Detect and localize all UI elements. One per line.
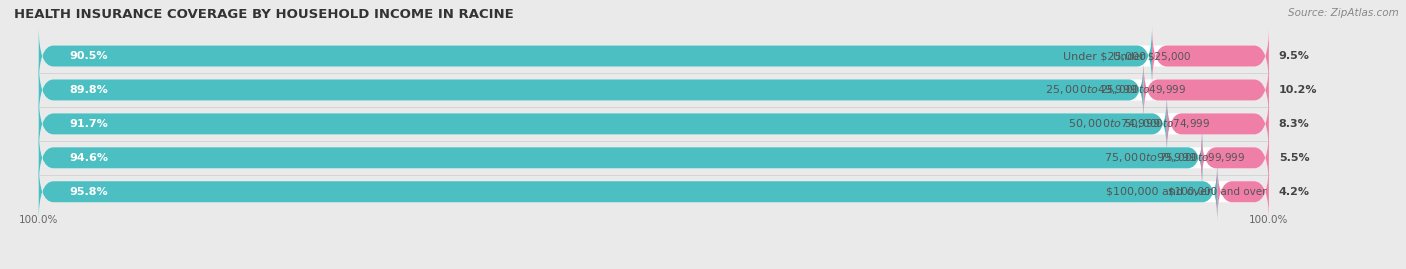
Text: $100,000 and over: $100,000 and over [1168,187,1267,197]
Text: 9.5%: 9.5% [1279,51,1309,61]
Text: $100,000 and over: $100,000 and over [1105,187,1211,197]
FancyBboxPatch shape [1167,94,1268,154]
Text: HEALTH INSURANCE COVERAGE BY HOUSEHOLD INCOME IN RACINE: HEALTH INSURANCE COVERAGE BY HOUSEHOLD I… [14,8,513,21]
Text: Source: ZipAtlas.com: Source: ZipAtlas.com [1288,8,1399,18]
FancyBboxPatch shape [39,26,1152,86]
FancyBboxPatch shape [1201,128,1268,188]
FancyBboxPatch shape [39,128,1268,188]
Text: $25,000 to $49,999: $25,000 to $49,999 [1101,83,1187,97]
Text: 8.3%: 8.3% [1279,119,1309,129]
FancyBboxPatch shape [1143,60,1268,120]
Text: Under $25,000: Under $25,000 [1114,51,1191,61]
Text: 4.2%: 4.2% [1279,187,1310,197]
FancyBboxPatch shape [39,60,1143,120]
FancyBboxPatch shape [39,94,1268,154]
Text: 95.8%: 95.8% [69,187,108,197]
FancyBboxPatch shape [39,26,1268,86]
Text: 89.8%: 89.8% [69,85,108,95]
FancyBboxPatch shape [39,162,1268,222]
FancyBboxPatch shape [39,94,1167,154]
FancyBboxPatch shape [39,162,1218,222]
FancyBboxPatch shape [39,128,1202,188]
Text: $50,000 to $74,999: $50,000 to $74,999 [1069,117,1161,130]
FancyBboxPatch shape [1218,162,1268,222]
Text: 5.5%: 5.5% [1279,153,1309,163]
Text: 94.6%: 94.6% [69,153,108,163]
Text: 10.2%: 10.2% [1279,85,1317,95]
Text: $25,000 to $49,999: $25,000 to $49,999 [1045,83,1137,97]
Text: Under $25,000: Under $25,000 [1063,51,1146,61]
Text: 90.5%: 90.5% [69,51,108,61]
Text: $75,000 to $99,999: $75,000 to $99,999 [1104,151,1197,164]
Text: 91.7%: 91.7% [69,119,108,129]
Text: $75,000 to $99,999: $75,000 to $99,999 [1159,151,1246,164]
Text: $50,000 to $74,999: $50,000 to $74,999 [1123,117,1211,130]
FancyBboxPatch shape [1152,26,1268,86]
Text: 100.0%: 100.0% [18,215,59,225]
FancyBboxPatch shape [39,60,1268,120]
Text: 100.0%: 100.0% [1249,215,1289,225]
